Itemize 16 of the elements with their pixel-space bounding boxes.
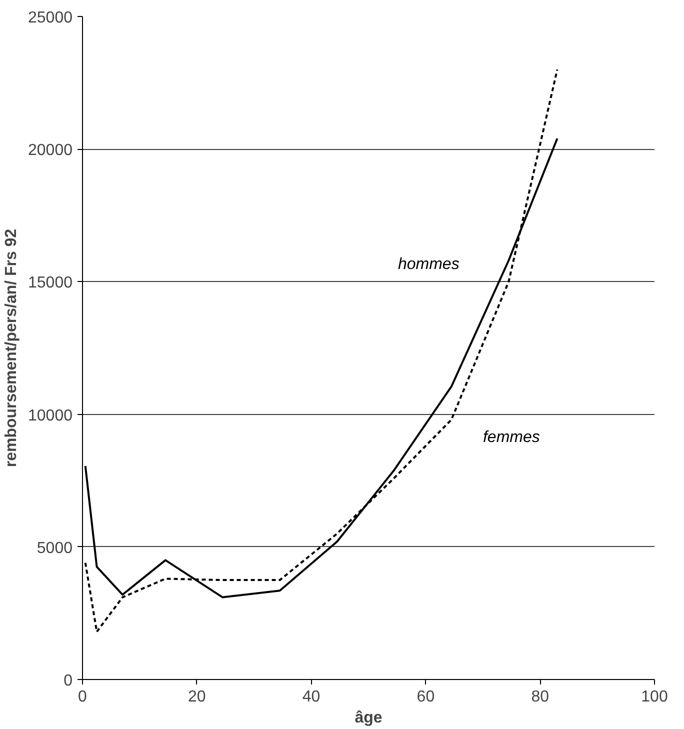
y-tick-label: 10000 [28,407,73,424]
y-tick-label: 0 [64,672,73,690]
y-tick-label: 20000 [28,142,73,160]
x-tick-label: 100 [641,688,668,706]
y-tick-label: 25000 [28,10,73,26]
y-tick-label: 15000 [28,274,73,292]
x-tick-label: 60 [416,688,435,706]
x-tick-label: 0 [78,688,88,706]
text: hommes [398,256,460,273]
text: femmes [482,429,540,446]
y-axis-title: remboursement/pers/an/ Frs 92 [3,228,20,468]
x-tick-label: 80 [531,688,550,706]
x-tick-label: 20 [188,688,206,706]
x-tick-label: 40 [302,688,320,706]
x-axis-title: âge [354,710,382,726]
y-tick-label: 5000 [36,540,73,557]
